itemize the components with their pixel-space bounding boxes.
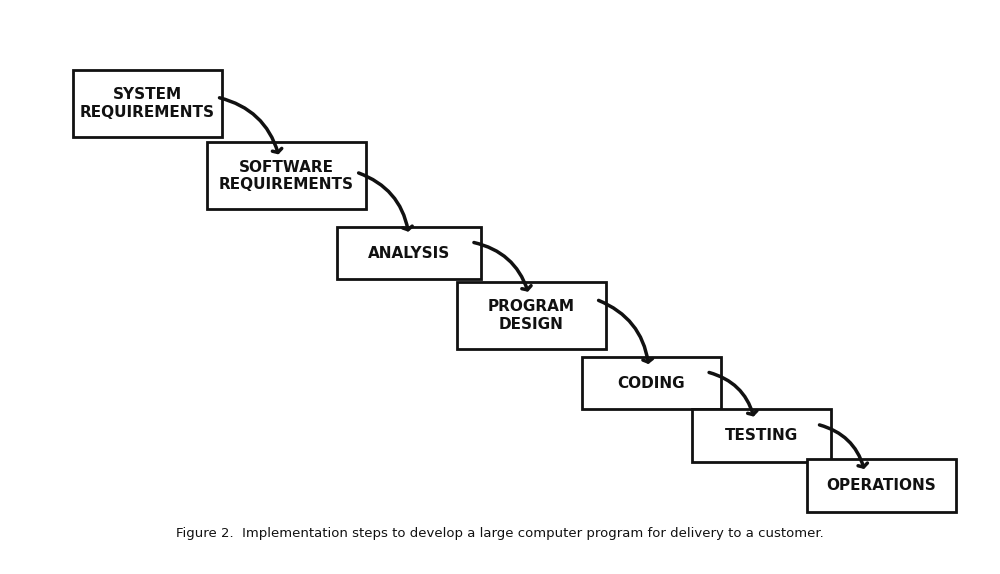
Bar [692, 409, 831, 461]
Text: CODING: CODING [617, 375, 685, 390]
Text: PROGRAM
DESIGN: PROGRAM DESIGN [488, 300, 575, 332]
Bar [73, 69, 222, 137]
Text: SYSTEM
REQUIREMENTS: SYSTEM REQUIREMENTS [80, 87, 215, 119]
Bar [457, 282, 606, 350]
Text: Figure 2.  Implementation steps to develop a large computer program for delivery: Figure 2. Implementation steps to develo… [176, 526, 824, 540]
Bar [807, 459, 956, 511]
Bar [337, 227, 481, 280]
Text: TESTING: TESTING [725, 428, 798, 443]
Text: SOFTWARE
REQUIREMENTS: SOFTWARE REQUIREMENTS [219, 160, 354, 192]
Bar [207, 142, 366, 210]
Bar [582, 357, 721, 409]
Text: ANALYSIS: ANALYSIS [368, 246, 450, 261]
Text: OPERATIONS: OPERATIONS [827, 478, 936, 493]
